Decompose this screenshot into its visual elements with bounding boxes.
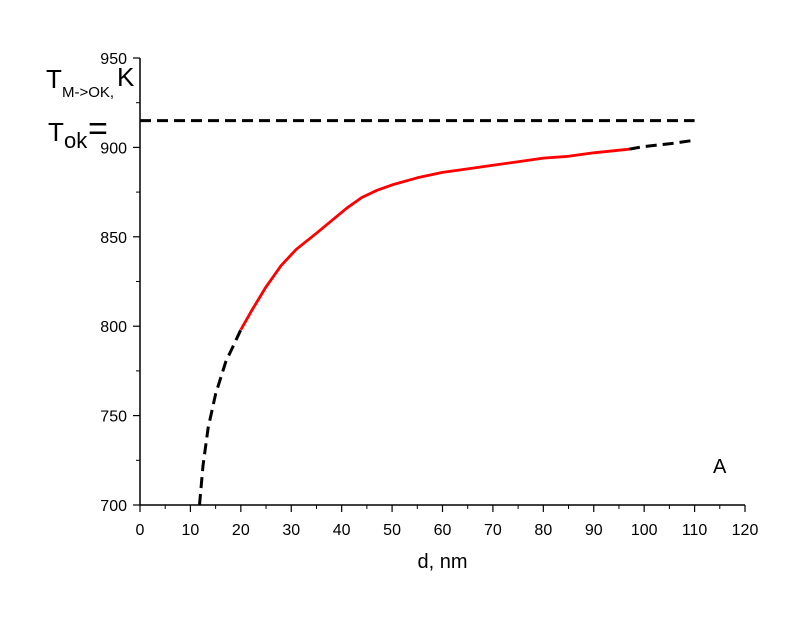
x-tick-label: 60 — [434, 522, 452, 539]
y-tick-label: 850 — [100, 230, 127, 247]
x-tick-label: 20 — [232, 522, 250, 539]
x-tick-label: 120 — [732, 522, 759, 539]
measured-curve — [239, 147, 630, 331]
x-tick-label: 90 — [585, 522, 603, 539]
y-tick-label: 800 — [100, 319, 127, 336]
x-axis-title: d, nm — [417, 551, 467, 573]
y-tick-label: 700 — [100, 498, 127, 515]
axes: 0 10 20 30 40 50 60 70 80 90 100 110 120 700 750 800 850… — [100, 51, 758, 539]
y-axis-title-unit: K — [117, 62, 135, 92]
x-tick-label: 70 — [484, 522, 502, 539]
series-layer — [140, 119, 695, 506]
y-axis-title-subscript: M->OK, — [62, 84, 114, 101]
x-tick-label: 50 — [383, 522, 401, 539]
high-d-extrapolation-line — [628, 138, 695, 151]
x-tick-label: 10 — [182, 522, 200, 539]
tok-label-main: T — [48, 117, 64, 147]
x-tick-label: 110 — [682, 522, 708, 539]
x-tick-label: 0 — [136, 522, 145, 539]
x-tick-label: 100 — [631, 522, 658, 539]
x-tick-label: 30 — [282, 522, 300, 539]
tok-label-subscript: ok — [64, 128, 88, 153]
low-d-extrapolation-line — [198, 329, 243, 506]
y-tick-label: 900 — [100, 140, 127, 157]
y-tick-label: 750 — [100, 409, 127, 426]
y-axis-title: T M->OK, K — [46, 62, 135, 101]
tok-label-equals: = — [88, 110, 108, 148]
y-tick-label: 950 — [100, 51, 127, 68]
x-tick-label: 40 — [333, 522, 351, 539]
tok-label: T ok = — [48, 110, 108, 153]
y-axis-title-main: T — [46, 64, 62, 94]
panel-label: A — [713, 456, 727, 478]
x-tick-label: 80 — [534, 522, 552, 539]
